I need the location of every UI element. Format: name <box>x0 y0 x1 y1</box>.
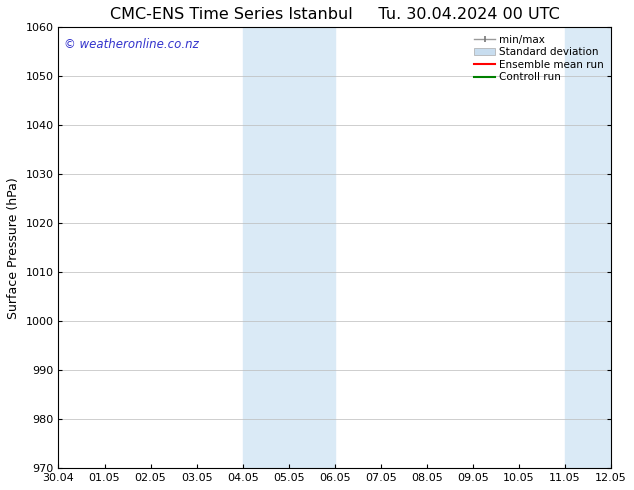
Y-axis label: Surface Pressure (hPa): Surface Pressure (hPa) <box>7 177 20 318</box>
Bar <box>243 27 335 468</box>
Legend: min/max, Standard deviation, Ensemble mean run, Controll run: min/max, Standard deviation, Ensemble me… <box>470 30 608 87</box>
Text: © weatheronline.co.nz: © weatheronline.co.nz <box>64 38 199 51</box>
Bar <box>565 27 611 468</box>
Title: CMC-ENS Time Series Istanbul     Tu. 30.04.2024 00 UTC: CMC-ENS Time Series Istanbul Tu. 30.04.2… <box>110 7 560 22</box>
